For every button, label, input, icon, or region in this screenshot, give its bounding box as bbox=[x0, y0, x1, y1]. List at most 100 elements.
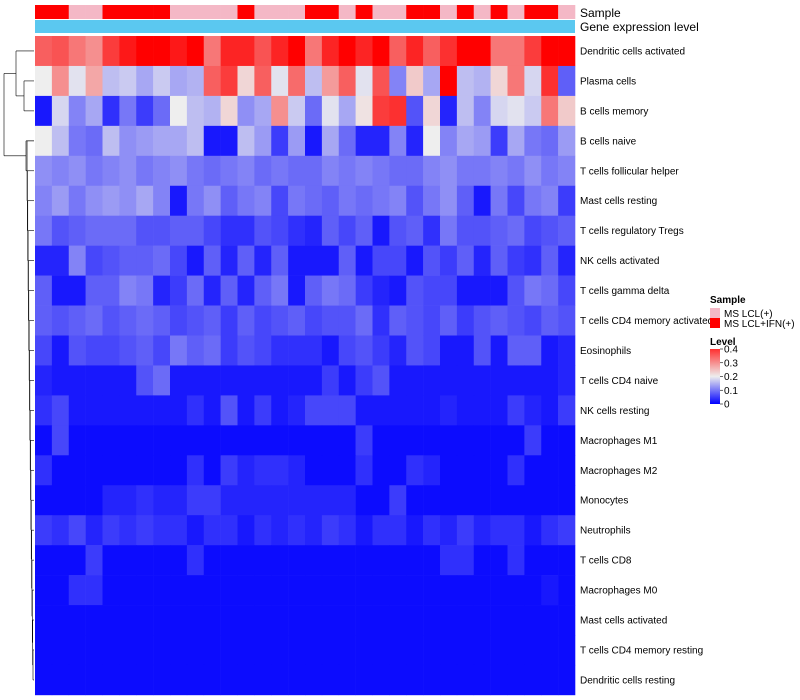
heatmap-cell bbox=[473, 605, 491, 636]
heatmap-cell bbox=[51, 245, 70, 276]
heatmap-cell bbox=[271, 245, 289, 276]
sample-annotation-cell bbox=[321, 5, 340, 19]
heatmap-cell bbox=[85, 125, 103, 157]
heatmap-cell bbox=[558, 215, 576, 246]
heatmap-cell bbox=[490, 335, 508, 366]
heatmap-cell bbox=[203, 425, 221, 456]
heatmap-cell bbox=[102, 605, 120, 636]
heatmap-cell bbox=[254, 425, 272, 456]
heatmap-cell bbox=[271, 425, 289, 456]
heatmap-cell bbox=[473, 36, 491, 67]
heatmap-cell bbox=[237, 36, 255, 67]
heatmap-cell bbox=[389, 575, 407, 606]
sample-annotation-cell bbox=[440, 5, 458, 19]
heatmap-cell bbox=[271, 215, 289, 246]
heatmap-cell bbox=[524, 215, 542, 246]
heatmap-cell bbox=[237, 545, 255, 576]
heatmap-cell bbox=[85, 185, 103, 216]
sample-annotation-cell bbox=[338, 5, 356, 19]
heatmap-cell bbox=[305, 664, 323, 696]
heatmap-cell bbox=[305, 185, 323, 216]
heatmap-cell bbox=[541, 125, 559, 157]
heatmap-cell bbox=[456, 545, 475, 576]
heatmap-cell bbox=[389, 65, 407, 97]
heatmap-cell bbox=[35, 545, 53, 576]
heatmap-cell bbox=[541, 65, 559, 97]
heatmap-cell bbox=[305, 605, 323, 636]
sample-annotation-cell bbox=[406, 5, 424, 19]
heatmap-cell bbox=[85, 425, 103, 456]
heatmap-cell bbox=[423, 65, 441, 97]
heatmap-cell bbox=[203, 275, 221, 306]
heatmap-cell bbox=[136, 155, 154, 187]
heatmap-cell bbox=[85, 395, 103, 426]
heatmap-cell bbox=[305, 36, 323, 67]
heatmap-cell bbox=[102, 425, 120, 456]
heatmap-cell bbox=[541, 545, 559, 576]
heatmap-cell bbox=[440, 95, 458, 127]
heatmap-cell bbox=[355, 36, 373, 67]
heatmap-cell bbox=[406, 65, 424, 97]
heatmap-cell bbox=[355, 395, 373, 426]
heatmap-cell bbox=[473, 635, 491, 666]
heatmap-cell bbox=[338, 605, 356, 636]
heatmap-cell bbox=[271, 545, 289, 576]
heatmap-cell bbox=[237, 95, 255, 127]
heatmap-cell bbox=[85, 545, 103, 576]
heatmap-cell bbox=[237, 245, 255, 276]
heatmap-cell bbox=[406, 575, 424, 606]
heatmap-cell bbox=[305, 245, 323, 276]
heatmap-cell bbox=[271, 455, 289, 486]
heatmap-cell bbox=[423, 335, 441, 366]
heatmap-cell bbox=[524, 635, 542, 666]
heatmap-cell bbox=[136, 455, 154, 486]
heatmap-cell bbox=[102, 575, 120, 606]
heatmap-cell bbox=[406, 125, 424, 157]
heatmap-cell bbox=[406, 245, 424, 276]
sample-annotation-cell bbox=[541, 5, 559, 19]
heatmap-cell bbox=[372, 664, 390, 696]
heatmap-cell bbox=[338, 305, 356, 336]
heatmap-cell bbox=[305, 335, 323, 366]
heatmap-cell bbox=[558, 245, 576, 276]
heatmap-cell bbox=[338, 155, 356, 187]
row-label: Dendritic cells resting bbox=[580, 675, 675, 686]
heatmap-cell bbox=[490, 545, 508, 576]
row-label: Macrophages M2 bbox=[580, 466, 658, 477]
heatmap-cell bbox=[473, 95, 491, 127]
heatmap-cell bbox=[85, 95, 103, 127]
heatmap-cell bbox=[51, 425, 70, 456]
legend-level-ticks: 0.4 0.3 0.2 0.1 0 bbox=[720, 345, 738, 411]
heatmap-cell bbox=[68, 395, 86, 426]
row-label: T cells regulatory Tregs bbox=[580, 226, 684, 237]
heatmap-cell bbox=[288, 95, 306, 127]
heatmap-cell bbox=[558, 305, 576, 336]
heatmap-cell bbox=[271, 515, 289, 546]
heatmap-cell bbox=[389, 245, 407, 276]
heatmap-cell bbox=[153, 455, 171, 486]
heatmap-cell bbox=[406, 664, 424, 696]
heatmap-cell bbox=[186, 365, 205, 396]
heatmap-cell bbox=[170, 455, 188, 486]
heatmap-cell bbox=[186, 185, 205, 216]
heatmap-cell bbox=[153, 545, 171, 576]
heatmap-cell bbox=[220, 635, 238, 666]
heatmap-cell bbox=[153, 335, 171, 366]
heatmap-cell bbox=[541, 664, 559, 696]
heatmap-cell bbox=[102, 335, 120, 366]
heatmap-cell bbox=[51, 185, 70, 216]
heatmap-cell bbox=[456, 125, 475, 157]
heatmap-cell bbox=[119, 545, 137, 576]
heatmap-cell bbox=[456, 515, 475, 546]
heatmap-cell bbox=[102, 664, 120, 696]
heatmap-cell bbox=[68, 455, 86, 486]
heatmap-cell bbox=[524, 455, 542, 486]
heatmap-cell bbox=[254, 275, 272, 306]
heatmap-cell bbox=[507, 635, 525, 666]
heatmap-cell bbox=[170, 95, 188, 127]
row-label: NK cells activated bbox=[580, 256, 659, 267]
heatmap-cell bbox=[186, 515, 205, 546]
heatmap-cell bbox=[68, 664, 86, 696]
heatmap-cell bbox=[119, 275, 137, 306]
heatmap-cell bbox=[68, 545, 86, 576]
